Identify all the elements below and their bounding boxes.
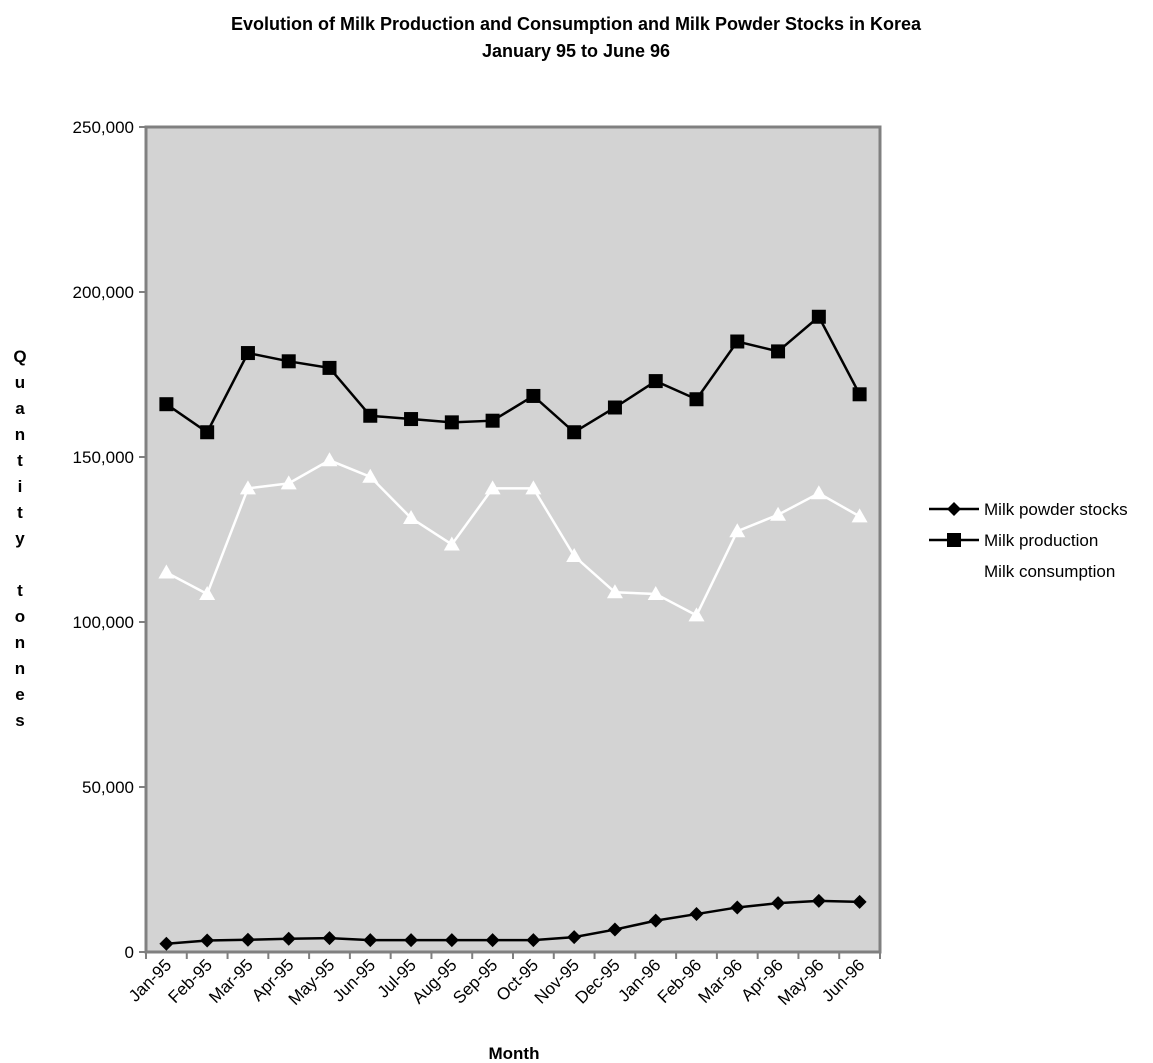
data-point-milk-powder-stocks [485, 933, 500, 948]
data-point-milk-consumption [199, 585, 216, 600]
y-tick-label: 50,000 [82, 778, 134, 797]
y-tick-label: 100,000 [73, 613, 134, 632]
series-layer [158, 309, 868, 951]
data-point-milk-powder-stocks [200, 933, 215, 948]
data-point-milk-production [526, 388, 541, 403]
x-tick-label: Sep-95 [449, 955, 501, 1007]
data-point-milk-production [485, 413, 500, 428]
data-point-milk-powder-stocks [322, 931, 337, 946]
data-point-milk-consumption [158, 564, 175, 579]
data-point-milk-production [281, 354, 296, 369]
data-point-milk-consumption [770, 506, 787, 521]
data-point-milk-production [567, 425, 582, 440]
x-axis-title: Month [489, 1044, 540, 1063]
data-point-milk-powder-stocks [567, 930, 582, 945]
data-point-milk-production [404, 412, 419, 427]
data-point-milk-consumption [729, 523, 746, 538]
x-tick-label: Jun-95 [329, 955, 379, 1005]
x-tick-label: Feb-96 [654, 955, 706, 1007]
data-point-milk-consumption [525, 480, 542, 495]
y-tick-label: 250,000 [73, 118, 134, 137]
x-tick-label: Mar-95 [205, 955, 257, 1007]
series-milk-powder-stocks [159, 893, 867, 951]
x-tick-label: May-95 [285, 955, 339, 1009]
data-point-milk-consumption [647, 585, 664, 600]
data-point-milk-production [607, 400, 622, 415]
data-point-milk-production [444, 415, 459, 430]
x-tick-label: Aug-95 [408, 955, 460, 1007]
data-point-milk-production [363, 408, 378, 423]
data-point-milk-consumption [810, 485, 827, 500]
data-point-milk-production [648, 374, 663, 389]
data-point-milk-production [811, 309, 826, 324]
y-tick-label: 200,000 [73, 283, 134, 302]
y-axis: 0 50,000 100,000 150,000 200,000 250,000 [73, 118, 146, 962]
data-point-milk-consumption [280, 475, 297, 490]
y-tick-label: 150,000 [73, 448, 134, 467]
legend: Milk powder stocks Milk production Milk co… [929, 500, 1128, 581]
data-point-milk-powder-stocks [730, 900, 745, 915]
legend-label-milk-consumption: Milk consumption [984, 562, 1115, 581]
data-point-milk-powder-stocks [852, 894, 867, 909]
data-point-milk-powder-stocks [281, 931, 296, 946]
x-tick-label: Mar-96 [695, 955, 747, 1007]
plot-area [144, 125, 882, 954]
legend-label-milk-powder-stocks: Milk powder stocks [984, 500, 1128, 519]
data-point-milk-powder-stocks [363, 933, 378, 948]
data-point-milk-powder-stocks [159, 936, 174, 951]
data-point-milk-consumption [566, 548, 583, 562]
data-point-milk-consumption [688, 607, 705, 622]
data-point-milk-production [200, 425, 215, 440]
y-tick-label: 0 [125, 943, 134, 962]
data-point-milk-production [322, 360, 337, 375]
data-point-milk-powder-stocks [648, 913, 663, 928]
x-tick-label: Feb-95 [164, 955, 216, 1007]
data-point-milk-production [730, 334, 745, 349]
data-point-milk-consumption [443, 536, 460, 551]
data-point-milk-production [240, 346, 255, 361]
x-tick-label: Jun-96 [818, 955, 868, 1005]
series-line-milk-consumption [165, 458, 861, 618]
chart-subtitle: January 95 to June 96 [482, 41, 670, 61]
x-tick-label: Nov-95 [531, 955, 583, 1007]
legend-marker-milk-consumption [946, 563, 962, 577]
legend-marker-milk-powder-stocks [947, 502, 961, 516]
data-point-milk-consumption [484, 480, 501, 495]
data-point-milk-production [689, 392, 704, 407]
legend-label-milk-production: Milk production [984, 531, 1098, 550]
data-point-milk-powder-stocks [404, 933, 419, 948]
data-point-milk-powder-stocks [240, 932, 255, 947]
data-point-milk-consumption [606, 584, 623, 599]
data-point-milk-consumption [362, 468, 379, 483]
data-point-milk-consumption [851, 508, 868, 523]
x-tick-label: Dec-95 [572, 955, 624, 1007]
legend-marker-milk-production [947, 533, 961, 547]
series-milk-consumption [158, 452, 868, 622]
data-point-milk-production [159, 397, 174, 412]
data-point-milk-powder-stocks [607, 922, 622, 937]
data-point-milk-powder-stocks [771, 896, 786, 911]
data-point-milk-production [852, 387, 867, 402]
data-point-milk-consumption [403, 510, 420, 525]
series-milk-production [159, 309, 867, 440]
data-point-milk-powder-stocks [444, 933, 459, 948]
data-point-milk-powder-stocks [526, 933, 541, 948]
chart-title: Evolution of Milk Production and Consump… [231, 14, 922, 34]
x-axis: Jan-95Feb-95Mar-95Apr-95May-95Jun-95Jul-… [125, 952, 881, 1009]
data-point-milk-production [771, 344, 786, 359]
data-point-milk-consumption [239, 480, 256, 495]
data-point-milk-powder-stocks [811, 893, 826, 908]
data-point-milk-consumption [321, 452, 338, 467]
data-point-milk-powder-stocks [689, 907, 704, 922]
x-tick-label: May-96 [774, 955, 828, 1009]
